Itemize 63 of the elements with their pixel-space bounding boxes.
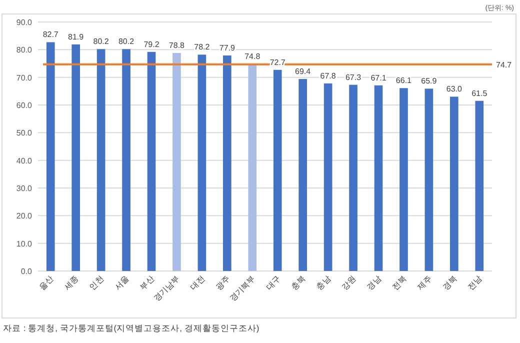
data-label: 65.9	[421, 76, 438, 86]
bar	[324, 83, 332, 271]
bar	[450, 96, 458, 271]
y-tick-label: 40.0	[16, 156, 33, 166]
data-label: 80.2	[118, 37, 135, 46]
data-label: 79.2	[144, 40, 160, 49]
bar	[122, 49, 130, 271]
bar	[96, 49, 106, 271]
data-label: 78.2	[194, 42, 210, 52]
x-tick-label: 전북	[390, 274, 408, 292]
data-label: 67.8	[320, 71, 336, 80]
data-label: 67.3	[345, 72, 362, 82]
x-tick-label: 서울	[113, 274, 131, 292]
bar	[248, 64, 257, 271]
y-tick-label: 0.0	[20, 267, 33, 276]
x-tick-label: 인천	[88, 274, 106, 292]
x-tick-label: 울산	[37, 274, 56, 292]
y-tick-label: 20.0	[16, 212, 33, 221]
bar	[223, 55, 232, 271]
x-tick-label: 세종	[62, 274, 80, 292]
bar	[46, 42, 55, 271]
bar	[475, 100, 484, 271]
x-tick-label: 충북	[290, 274, 308, 292]
text: 자료 : 통계청, 국가통계포털(지역별고용조사, 경제활동인구조사)	[3, 323, 260, 333]
x-tick-label: 대전	[188, 274, 206, 292]
y-tick-label: 30.0	[16, 184, 33, 193]
bar	[374, 85, 383, 271]
y-tick-label: 10.0	[16, 239, 33, 248]
y-tick-label: 50.0	[16, 128, 33, 138]
x-tick-label: 부산	[138, 274, 156, 292]
x-tick-label: 경북	[440, 274, 459, 292]
y-tick-label: 90.0	[16, 18, 33, 27]
data-label: 77.9	[219, 43, 236, 52]
bar	[172, 52, 181, 271]
bar	[198, 54, 206, 271]
x-tick-label: 전남	[466, 274, 484, 292]
x-tick-label: 충남	[314, 274, 332, 292]
y-tick-label: 60.0	[16, 101, 33, 110]
data-label: 81.9	[68, 32, 84, 42]
data-label: 82.7	[42, 30, 59, 40]
x-tick-label: 경남	[365, 274, 383, 292]
bar	[349, 84, 358, 271]
data-label: 63.0	[446, 84, 462, 94]
y-tick-label: 80.0	[16, 46, 33, 55]
data-label: 78.8	[168, 40, 186, 50]
bar	[298, 78, 307, 271]
ref-line-label: 74.7	[496, 60, 512, 70]
x-tick-label: 강원	[340, 274, 358, 292]
data-label: 67.1	[370, 73, 387, 82]
bar	[424, 88, 434, 271]
bar	[72, 44, 80, 271]
data-label: 61.5	[472, 88, 488, 98]
bar	[400, 88, 408, 271]
bar	[273, 70, 282, 271]
bar	[147, 52, 156, 271]
y-tick-label: 70.0	[16, 73, 33, 82]
x-tick-label: 대구	[264, 274, 282, 292]
data-label: 66.1	[396, 76, 412, 86]
data-label: 80.2	[93, 37, 110, 46]
data-label: 74.8	[244, 52, 261, 62]
x-tick-label: 광주	[214, 274, 232, 292]
data-label: 69.4	[295, 66, 312, 76]
x-tick-label: 제주	[416, 274, 434, 292]
